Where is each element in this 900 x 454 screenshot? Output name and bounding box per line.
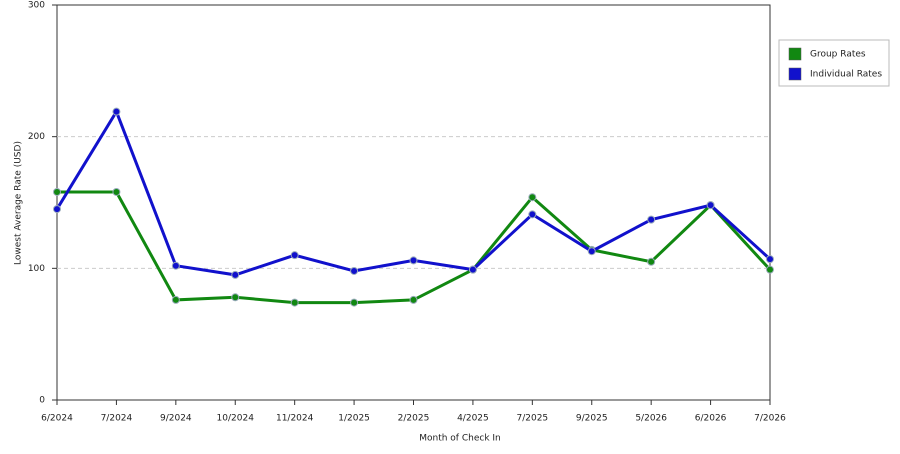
- data-point: [53, 205, 61, 214]
- data-point: [528, 193, 537, 202]
- data-point: [112, 107, 121, 116]
- legend-label: Individual Rates: [810, 70, 882, 80]
- data-point: [53, 187, 61, 196]
- x-axis-label: Month of Check In: [419, 434, 501, 444]
- data-point: [231, 270, 240, 279]
- x-tick-label: 10/2024: [217, 414, 255, 424]
- data-point: [409, 256, 418, 265]
- data-point: [231, 293, 240, 302]
- x-tick-label: 7/2025: [516, 414, 548, 424]
- data-point: [112, 187, 121, 196]
- y-tick-label: 300: [28, 1, 45, 11]
- x-tick-label: 1/2025: [338, 414, 370, 424]
- data-point: [290, 298, 299, 307]
- x-tick-label: 11/2024: [276, 414, 314, 424]
- x-tick-label: 7/2026: [754, 414, 786, 424]
- y-tick-label: 200: [28, 132, 45, 142]
- x-tick-label: 5/2026: [635, 414, 667, 424]
- data-point: [171, 261, 180, 270]
- y-tick-label: 100: [28, 264, 45, 274]
- data-point: [468, 265, 477, 274]
- x-tick-label: 4/2025: [457, 414, 489, 424]
- x-tick-label: 2/2025: [398, 414, 430, 424]
- data-point: [528, 210, 537, 219]
- series-line: [57, 190, 772, 305]
- data-point: [350, 298, 359, 307]
- data-point: [647, 215, 656, 224]
- data-point: [766, 255, 774, 264]
- data-point: [171, 295, 180, 304]
- x-tick-label: 9/2024: [160, 414, 192, 424]
- legend-swatch: [788, 47, 802, 61]
- data-point: [647, 257, 656, 266]
- legend-label: Group Rates: [810, 50, 866, 60]
- data-point: [706, 201, 715, 210]
- x-tick-label: 6/2024: [41, 414, 73, 424]
- plot-frame: [56, 4, 771, 401]
- data-point: [290, 251, 299, 260]
- data-point: [587, 247, 596, 256]
- y-axis-label: Lowest Average Rate (USD): [14, 141, 24, 265]
- y-tick-label: 0: [39, 396, 45, 406]
- x-tick-label: 7/2024: [101, 414, 133, 424]
- data-point: [409, 295, 418, 304]
- x-tick-label: 6/2026: [695, 414, 727, 424]
- data-point: [766, 265, 774, 274]
- legend-swatch: [788, 67, 802, 81]
- x-tick-label: 9/2025: [576, 414, 608, 424]
- data-point: [350, 266, 359, 275]
